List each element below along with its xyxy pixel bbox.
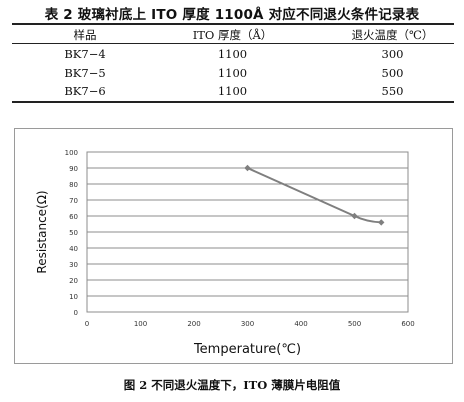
y-tick-label: 100 bbox=[65, 149, 78, 157]
data-point bbox=[244, 164, 251, 172]
table-header-temperature: 退火温度（℃） bbox=[351, 28, 434, 42]
table-cell: 1100 bbox=[217, 47, 248, 61]
data-point bbox=[351, 212, 358, 220]
table-cell: 1100 bbox=[217, 66, 248, 80]
x-tick-label: 600 bbox=[401, 320, 414, 328]
y-tick-label: 0 bbox=[74, 309, 78, 317]
table-cell: BK7−6 bbox=[64, 84, 106, 98]
y-tick-label: 20 bbox=[69, 277, 78, 285]
table-header-thickness: ITO 厚度（Å） bbox=[192, 28, 273, 42]
y-tick-label: 30 bbox=[69, 261, 78, 269]
y-tick-label: 60 bbox=[69, 213, 78, 221]
table-header-sample: 样品 bbox=[73, 28, 97, 42]
y-tick-label: 70 bbox=[69, 197, 78, 205]
series-line bbox=[247, 167, 382, 224]
y-tick-label: 40 bbox=[69, 245, 78, 253]
y-tick-label: 50 bbox=[69, 229, 78, 237]
y-axis-label: Resistance(Ω) bbox=[35, 190, 49, 273]
x-axis-label: Temperature(℃) bbox=[193, 342, 301, 357]
x-tick-label: 300 bbox=[241, 320, 254, 328]
x-tick-label: 500 bbox=[348, 320, 361, 328]
y-tick-label: 90 bbox=[69, 165, 78, 173]
table-cell: 300 bbox=[381, 47, 404, 61]
table-top-rule bbox=[12, 23, 454, 25]
plot-area bbox=[86, 151, 409, 313]
table-cell: BK7−5 bbox=[64, 66, 106, 80]
x-tick-label: 100 bbox=[134, 320, 147, 328]
table-bottom-rule bbox=[12, 101, 454, 103]
table-cell: 550 bbox=[381, 84, 404, 98]
y-tick-label: 10 bbox=[69, 293, 78, 301]
table-cell: BK7−4 bbox=[64, 47, 106, 61]
chart-frame: 0 10 20 30 40 50 60 70 80 90 100 0 100 200 300 400 500 60… bbox=[14, 128, 453, 364]
figure-caption: 图 2 不同退火温度下，ITO 薄膜片电阻值 bbox=[123, 378, 341, 392]
x-tick-label: 200 bbox=[187, 320, 200, 328]
table-cell: 500 bbox=[381, 66, 404, 80]
x-tick-label: 400 bbox=[294, 320, 307, 328]
x-tick-label: 0 bbox=[85, 320, 89, 328]
resistance-chart: 0 10 20 30 40 50 60 70 80 90 100 0 100 200 300 400 500 60… bbox=[35, 149, 415, 357]
y-tick-label: 80 bbox=[69, 181, 78, 189]
table-cell: 1100 bbox=[217, 84, 248, 98]
data-point bbox=[378, 219, 385, 226]
table-header-rule bbox=[12, 43, 454, 44]
table-title: 表 2 玻璃衬底上 ITO 厚度 1100Å 对应不同退火条件记录表 bbox=[44, 7, 420, 23]
